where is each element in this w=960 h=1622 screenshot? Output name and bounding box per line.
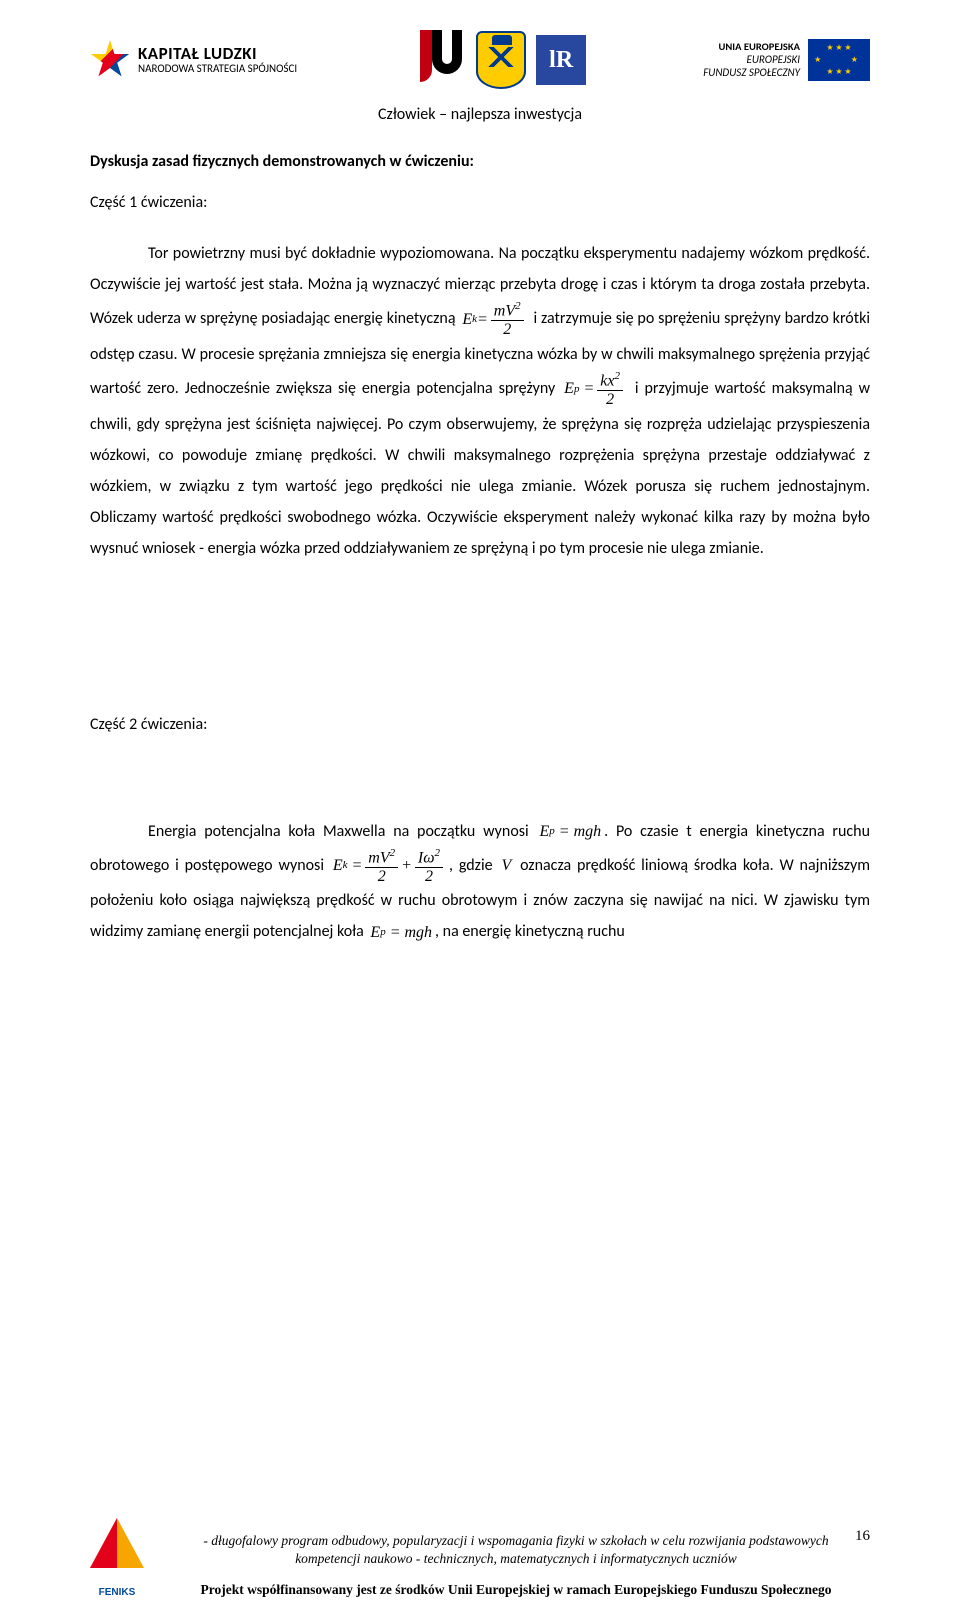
- ujk-logo: [414, 30, 466, 90]
- feniks-logo: FENIKS: [90, 1510, 144, 1598]
- formula-ep-mgh-1: Ep = mgh: [540, 824, 602, 840]
- page: KAPITAŁ LUDZKI NARODOWA STRATEGIA SPÓJNO…: [0, 0, 960, 1622]
- formula-ep-mgh-2: Ep = mgh: [370, 925, 432, 941]
- ur-logo: lR: [536, 35, 586, 85]
- formula-ek: Ek= mV22: [462, 300, 526, 339]
- eu-flag-icon: ★ ★: [808, 39, 870, 81]
- eu-line3: FUNDUSZ SPOŁECZNY: [703, 66, 800, 79]
- formula-ek-sum: Ek = mV22 + Iω22: [333, 847, 446, 886]
- kapital-ludzki-logo: KAPITAŁ LUDZKI NARODOWA STRATEGIA SPÓJNO…: [90, 40, 297, 80]
- main-heading: Dyskusja zasad fizycznych demonstrowanyc…: [90, 152, 870, 171]
- formula-ep: Ep = kx22: [564, 370, 626, 409]
- p1-text-c: i przyjmuje wartość maksymalną w chwili,…: [90, 379, 870, 558]
- center-logos: lR: [414, 30, 586, 90]
- eu-line1: UNIA EUROPEJSKA: [703, 41, 800, 54]
- kl-title: KAPITAŁ LUDZKI: [138, 45, 297, 64]
- p2-text-e: , na energię kinetyczną ruchu: [435, 922, 625, 941]
- part2-label: Część 2 ćwiczenia:: [90, 715, 870, 734]
- eu-logo-block: UNIA EUROPEJSKA EUROPEJSKI FUNDUSZ SPOŁE…: [703, 39, 870, 81]
- page-number: 16: [855, 1528, 870, 1545]
- footer: FENIKS 16 - długofalowy program odbudowy…: [90, 1510, 870, 1598]
- shield-icon: [476, 31, 526, 89]
- feniks-label: FENIKS: [90, 1587, 144, 1598]
- part1-label: Część 1 ćwiczenia:: [90, 193, 870, 212]
- eu-line2: EUROPEJSKI: [703, 53, 800, 66]
- footer-bold: Projekt współfinansowany jest ze środków…: [162, 1582, 870, 1598]
- p2-text-c: , gdzie: [449, 856, 498, 875]
- footer-italic-1: - długofalowy program odbudowy, populary…: [162, 1532, 870, 1550]
- paragraph-2: Energia potencjalna koła Maxwella na poc…: [90, 816, 870, 948]
- eu-text: UNIA EUROPEJSKA EUROPEJSKI FUNDUSZ SPOŁE…: [703, 41, 800, 80]
- var-v: V: [501, 858, 511, 874]
- p2-text-a: Energia potencjalna koła Maxwella na poc…: [148, 822, 537, 841]
- subtitle: Człowiek – najlepsza inwestycja: [90, 105, 870, 124]
- footer-italic-2: kompetencji naukowo - technicznych, mate…: [162, 1550, 870, 1568]
- kl-subtitle: NARODOWA STRATEGIA SPÓJNOŚCI: [138, 63, 297, 75]
- header-logo-row: KAPITAŁ LUDZKI NARODOWA STRATEGIA SPÓJNO…: [90, 30, 870, 90]
- feniks-triangle-icon: [90, 1518, 144, 1568]
- paragraph-1: Tor powietrzny musi być dokładnie wypozi…: [90, 238, 870, 565]
- kl-star-icon: [90, 40, 130, 80]
- kl-text: KAPITAŁ LUDZKI NARODOWA STRATEGIA SPÓJNO…: [138, 45, 297, 76]
- footer-text-block: 16 - długofalowy program odbudowy, popul…: [162, 1532, 870, 1598]
